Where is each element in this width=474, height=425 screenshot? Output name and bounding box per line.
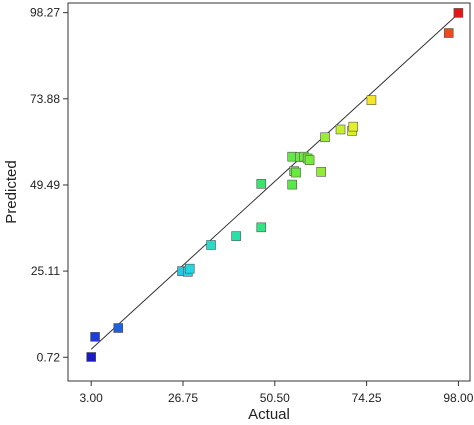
data-point (184, 263, 195, 274)
data-point (335, 124, 346, 135)
x-tick-label: 26.75 (168, 391, 198, 405)
reference-line (90, 13, 459, 350)
x-tick-label: 98.00 (443, 391, 473, 405)
plot-frame (67, 2, 471, 382)
y-tick-label: 49.49 (30, 178, 60, 192)
data-point (316, 167, 326, 177)
x-tick-label: 3.00 (80, 391, 104, 405)
data-point (86, 352, 96, 362)
data-point (291, 167, 301, 178)
y-tick-label: 0.72 (37, 350, 61, 364)
x-tick-label: 74.25 (352, 391, 382, 405)
data-point (320, 132, 330, 143)
data-point (366, 95, 377, 105)
data-point (443, 28, 454, 38)
data-point (453, 8, 464, 18)
data-point (348, 121, 359, 132)
data-points (86, 8, 464, 362)
y-axis-title: Predicted (3, 160, 20, 223)
y-tick-label: 98.27 (30, 6, 60, 20)
data-point (287, 179, 297, 190)
data-point (113, 323, 124, 333)
y-tick-label: 25.11 (31, 264, 60, 278)
data-point (256, 179, 267, 189)
y-tick-label: 73.88 (30, 92, 60, 106)
data-point (90, 332, 100, 342)
data-point (206, 240, 216, 250)
data-point (256, 222, 267, 233)
x-axis: 3.00 26.75 50.50 74.25 98.00 (80, 381, 474, 405)
x-axis-title: Actual (248, 406, 290, 423)
y-axis: 0.72 25.11 49.49 73.88 98.27 (30, 6, 68, 364)
x-tick-label: 50.50 (260, 391, 290, 405)
data-point (231, 231, 241, 241)
data-point (304, 155, 315, 166)
